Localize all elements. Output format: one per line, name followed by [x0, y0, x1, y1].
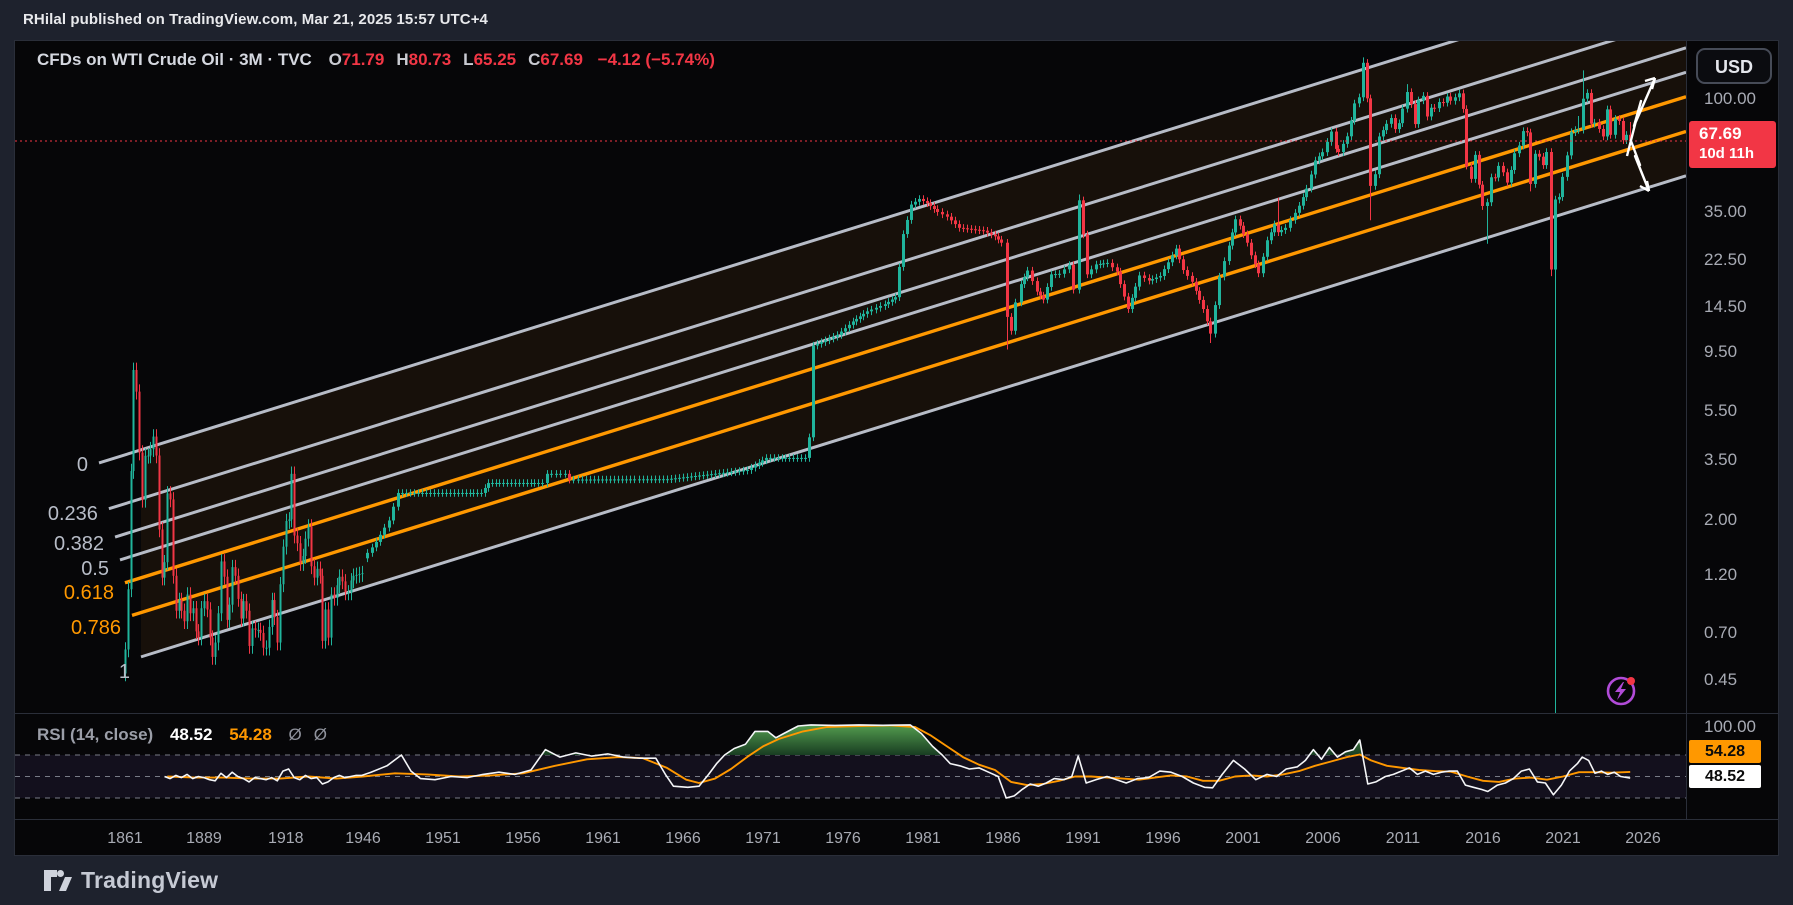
rsi-scale-label: 100.00: [1704, 717, 1756, 736]
fib-line-0.786[interactable]: [131, 129, 1686, 617]
fib-label-1: 1: [118, 661, 130, 683]
candlestick-series: [124, 57, 1632, 713]
ohlc-value: 67.69: [540, 50, 583, 69]
time-axis-label: 1976: [825, 830, 861, 847]
price-axis-label: 1.20: [1704, 564, 1738, 584]
time-axis-label: 1889: [186, 830, 222, 847]
fib-channel-fill: [141, 41, 1686, 657]
fib-label-0: 0: [76, 454, 88, 476]
time-axis-label: 1956: [505, 830, 541, 847]
symbol-legend[interactable]: CFDs on WTI Crude Oil · 3M · TVC O71.79 H…: [37, 50, 715, 70]
ohlc-readout: O71.79 H80.73 L65.25 C67.69: [317, 50, 583, 69]
price-axis-label: 22.50: [1704, 249, 1747, 269]
time-axis-label: 2006: [1305, 830, 1341, 847]
rsi-value: 48.52: [169, 725, 213, 744]
time-axis-label: 1986: [985, 830, 1021, 847]
rsi-empty-marker: Ø: [313, 725, 327, 744]
fib-label-0.382: 0.382: [53, 533, 105, 556]
last-price-value: 67.69: [1699, 124, 1742, 143]
ohlc-letter: L: [463, 50, 474, 69]
fib-label-0.236: 0.236: [47, 502, 98, 525]
time-axis-label: 1861: [107, 830, 143, 847]
time-axis-label: 2001: [1225, 830, 1261, 847]
time-axis[interactable]: 1861 1889 1918 1946 1951 1956 1961 1966 1971 1976…: [15, 819, 1686, 856]
attribution-bar: RHilal published on TradingView.com, Mar…: [0, 0, 1793, 40]
notification-dot: [1627, 677, 1635, 685]
fib-line-0.5[interactable]: [119, 70, 1686, 562]
time-axis-label: 2011: [1385, 830, 1421, 847]
attribution-text: RHilal published on TradingView.com, Mar…: [23, 11, 488, 28]
time-axis-divider: [15, 819, 1779, 820]
ohlc-value: 71.79: [341, 50, 385, 69]
price-axis-label: 0.70: [1704, 622, 1738, 642]
rsi-overbought-fill: [1309, 749, 1318, 755]
symbol-title: CFDs on WTI Crude Oil · 3M · TVC: [37, 50, 312, 69]
fib-line-0[interactable]: [98, 41, 1686, 465]
price-axis-label: 14.50: [1704, 296, 1747, 316]
time-axis-label: 2021: [1545, 830, 1581, 847]
time-axis-label: 1981: [905, 830, 941, 847]
tradingview-logo-icon: [44, 870, 72, 891]
tradingview-logo-text: TradingView: [81, 867, 219, 893]
rsi-ma-value: 54.28: [229, 725, 272, 744]
last-price-badge: 67.69 10d 11h: [1689, 121, 1776, 168]
time-axis-label: 1991: [1065, 830, 1101, 847]
price-axis-label: 100.00: [1704, 89, 1756, 108]
main-price-pane[interactable]: [15, 41, 1686, 713]
ohlc-letter: O: [328, 50, 342, 69]
rsi-line: [164, 724, 1631, 799]
time-axis-label: 1951: [425, 830, 461, 847]
spark-icon[interactable]: [1606, 676, 1636, 706]
fib-label-0.618: 0.618: [63, 581, 114, 604]
time-axis-label: 1961: [585, 830, 621, 847]
pane-divider[interactable]: [15, 713, 1779, 714]
price-axis-label: 9.50: [1704, 342, 1738, 362]
rsi-overbought-fill: [724, 724, 943, 755]
annotation-arrows[interactable]: [1625, 76, 1657, 193]
price-axis-label: 3.50: [1704, 449, 1738, 469]
chart-canvas[interactable]: [15, 41, 1686, 819]
time-axis-label: 1996: [1145, 830, 1181, 847]
change-readout: −4.12 (−5.74%): [597, 50, 715, 69]
rsi-overbought-fill: [1340, 740, 1363, 755]
price-axis-label: 2.00: [1704, 509, 1738, 529]
time-axis-label: 1918: [267, 830, 304, 847]
down-arrow-icon: [1629, 140, 1651, 192]
ohlc-letter: H: [396, 50, 409, 69]
price-axis-label: 5.50: [1704, 401, 1738, 421]
time-axis-label: 1966: [665, 830, 701, 847]
time-axis-label: 2026: [1625, 830, 1661, 847]
time-axis-label: 1971: [745, 830, 781, 847]
currency-button[interactable]: USD: [1696, 48, 1772, 84]
rsi-empty-marker: Ø: [288, 725, 302, 744]
rsi-title: RSI (14, close): [37, 725, 154, 744]
time-axis-label: 2016: [1465, 830, 1501, 847]
ohlc-value: 80.73: [408, 50, 452, 69]
rsi-overbought-fill: [1324, 747, 1336, 755]
up-arrow-icon: [1625, 77, 1657, 157]
fib-line-0.618[interactable]: [124, 95, 1686, 585]
rsi-pane[interactable]: [15, 724, 1686, 799]
footer-bar: TradingView: [0, 856, 1793, 905]
price-axis-label: 0.45: [1704, 670, 1738, 690]
ohlc-value: 65.25: [473, 50, 517, 69]
rsi-value-badge: 48.52: [1689, 765, 1761, 788]
chart-frame: CFDs on WTI Crude Oil · 3M · TVC O71.79 H…: [14, 40, 1779, 856]
rsi-ma-badge: 54.28: [1689, 740, 1761, 763]
price-axis-label: 35.00: [1704, 201, 1747, 221]
fib-label-0.5: 0.5: [81, 557, 109, 580]
price-axis[interactable]: USD 100.00 35.00 22.50 14.50 9.50 5.50 3.50 2.0…: [1686, 41, 1780, 819]
time-axis-label: 1946: [345, 830, 381, 847]
ohlc-letter: C: [528, 50, 541, 69]
fib-label-0.786: 0.786: [70, 616, 121, 639]
up-arrow-head: [1644, 76, 1656, 83]
tradingview-logo[interactable]: TradingView: [44, 867, 218, 894]
fib-line-1[interactable]: [140, 174, 1686, 659]
bar-countdown: 10d 11h: [1699, 145, 1755, 162]
